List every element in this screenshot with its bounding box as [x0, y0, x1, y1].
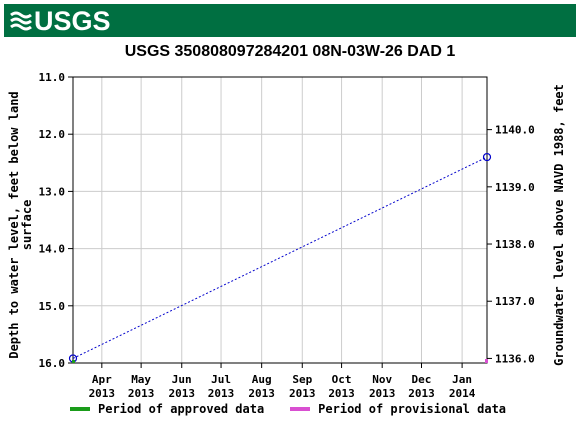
x-tick-year: 2013 [128, 387, 155, 400]
x-tick-month: Jul [211, 373, 231, 386]
data-series [68, 152, 492, 363]
y-right-tick-label: 1138.0 [495, 238, 535, 251]
y-left-tick-label: 15.0 [39, 300, 66, 313]
y-axis-left-label-line2: surface [20, 200, 34, 251]
y-right-tick-label: 1137.0 [495, 295, 535, 308]
x-tick-month: May [131, 373, 151, 386]
x-tick-year: 2013 [369, 387, 396, 400]
x-tick-month: Apr [92, 373, 112, 386]
legend-swatch-approved [70, 407, 90, 411]
x-axis-ticks: Apr2013May2013Jun2013Jul2013Aug2013Sep20… [89, 363, 476, 400]
legend: Period of approved data Period of provis… [70, 402, 532, 416]
series-line [72, 156, 488, 359]
x-tick-year: 2014 [449, 387, 476, 400]
x-tick-month: Nov [372, 373, 392, 386]
x-tick-month: Aug [252, 373, 272, 386]
usgs-banner: USGS [4, 4, 576, 37]
chart-title: USGS 350808097284201 08N-03W-26 DAD 1 [124, 43, 456, 60]
x-tick-year: 2013 [89, 387, 116, 400]
usgs-logo[interactable]: USGS [10, 6, 111, 36]
legend-item-approved: Period of approved data [70, 402, 264, 416]
logo-text: USGS [34, 6, 111, 36]
x-tick-year: 2013 [408, 387, 435, 400]
legend-swatch-provisional [290, 407, 311, 411]
x-tick-month: Jun [172, 373, 192, 386]
legend-label-provisional: Period of provisional data [318, 402, 507, 416]
y-right-tick-label: 1140.0 [495, 124, 535, 137]
x-tick-month: Jan [452, 373, 472, 386]
y-left-tick-label: 16.0 [39, 357, 66, 370]
provisional-period-marker [485, 359, 488, 363]
grid-lines [73, 76, 487, 364]
x-tick-year: 2013 [328, 387, 355, 400]
y-axis-right-label: Groundwater level above NAVD 1988, feet [552, 84, 566, 366]
plot-frame [72, 76, 488, 364]
x-tick-month: Dec [412, 373, 432, 386]
y-right-tick-label: 1139.0 [495, 181, 535, 194]
usgs-wave-icon [10, 11, 32, 31]
x-tick-year: 2013 [248, 387, 275, 400]
y-left-tick-label: 13.0 [39, 185, 66, 198]
x-tick-month: Sep [292, 373, 312, 386]
y-left-tick-label: 11.0 [39, 71, 66, 84]
legend-item-provisional: Period of provisional data [290, 402, 506, 416]
x-tick-year: 2013 [168, 387, 195, 400]
legend-label-approved: Period of approved data [98, 402, 265, 416]
x-tick-month: Oct [332, 373, 352, 386]
approved-period-marker [72, 360, 75, 363]
y-left-tick-label: 12.0 [39, 128, 66, 141]
y-left-tick-label: 14.0 [39, 243, 66, 256]
y-axis-left-ticks: 11.0 12.0 13.0 14.0 15.0 16.0 [39, 71, 73, 370]
y-right-tick-label: 1136.0 [495, 352, 535, 365]
y-axis-right-ticks: 1136.0 1137.0 1138.0 1139.0 1140.0 [487, 124, 535, 365]
x-tick-year: 2013 [289, 387, 316, 400]
x-tick-year: 2013 [208, 387, 235, 400]
data-point [482, 152, 492, 162]
y-axis-left-label: Depth to water level, feet below land [7, 91, 21, 358]
